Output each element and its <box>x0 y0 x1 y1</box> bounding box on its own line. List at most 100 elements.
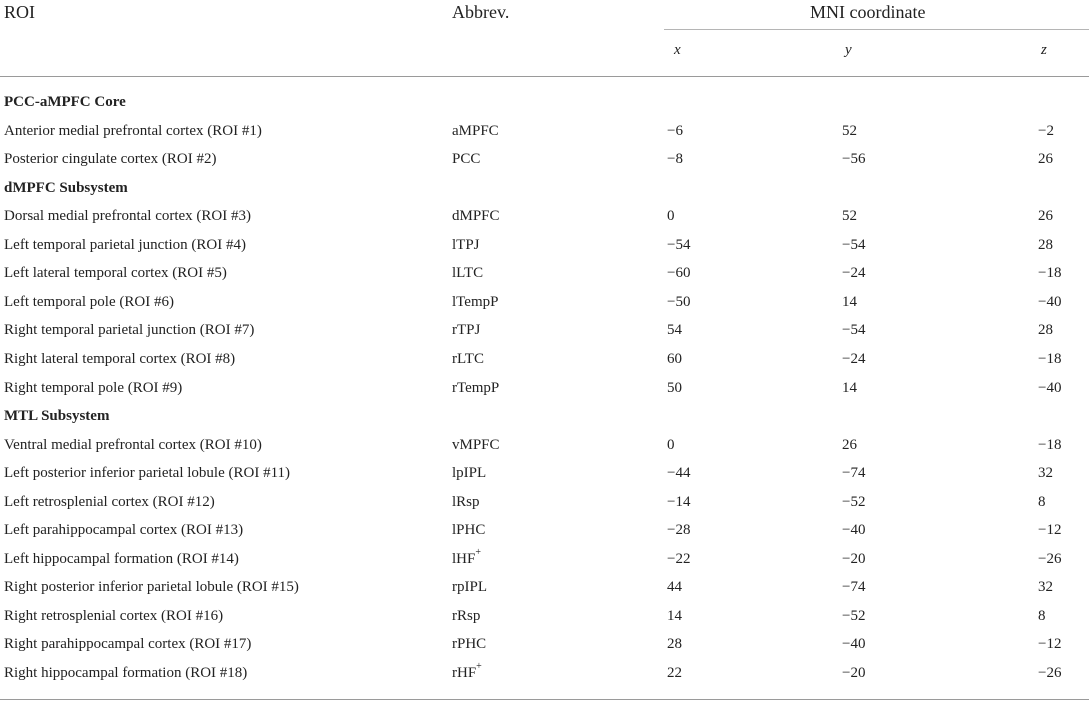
group-label: PCC-aMPFC Core <box>4 94 126 110</box>
table-row: Right posterior inferior parietal lobule… <box>0 573 1089 601</box>
cell-z: 8 <box>1038 607 1046 624</box>
cell-y: −54 <box>842 236 866 253</box>
group-label: MTL Subsystem <box>4 408 110 425</box>
cell-abbrev: rTPJ <box>452 316 480 344</box>
cell-x: −14 <box>667 493 691 510</box>
table-row: Posterior cingulate cortex (ROI #2) PCC −8… <box>0 145 1089 173</box>
cell-x: 22 <box>667 665 682 681</box>
cell-abbrev: dMPFC <box>452 202 500 230</box>
abbrev-text: rHF <box>452 665 477 681</box>
cell-roi: Posterior cingulate cortex (ROI #2) <box>4 151 217 168</box>
cell-y: −56 <box>842 151 866 168</box>
abbrev-text: PCC <box>452 151 481 168</box>
cell-z: 26 <box>1038 208 1053 225</box>
cell-z: 28 <box>1038 236 1053 253</box>
cell-y: −40 <box>842 522 866 539</box>
cell-x: 50 <box>667 379 682 396</box>
cell-y: −24 <box>842 265 866 282</box>
cell-x: −28 <box>667 522 691 539</box>
cell-x: −50 <box>667 293 691 310</box>
cell-abbrev: PCC <box>452 145 480 173</box>
table-row: Right hippocampal formation (ROI #18) rHF… <box>0 659 1089 687</box>
cell-x: 0 <box>667 208 675 225</box>
cell-z: −18 <box>1038 350 1062 367</box>
cell-roi: Left lateral temporal cortex (ROI #5) <box>4 265 227 282</box>
abbrev-text: lTPJ <box>452 236 480 253</box>
table-row: Left posterior inferior parietal lobule … <box>0 459 1089 487</box>
table-row: Right lateral temporal cortex (ROI #8) rL… <box>0 345 1089 373</box>
cell-y: 26 <box>842 436 857 453</box>
cell-x: −6 <box>667 122 683 139</box>
abbrev-superscript: + <box>475 546 481 558</box>
cell-abbrev: lTPJ <box>452 231 480 259</box>
table-row: Ventral medial prefrontal cortex (ROI #1… <box>0 431 1089 459</box>
cell-x: 44 <box>667 579 682 596</box>
cell-roi: Left posterior inferior parietal lobule … <box>4 465 291 482</box>
cell-y: −52 <box>842 493 866 510</box>
cell-abbrev: lpIPL <box>452 459 486 487</box>
cell-z: −40 <box>1038 293 1062 310</box>
cell-abbrev: aMPFC <box>452 117 499 145</box>
cell-y: −20 <box>842 665 866 681</box>
abbrev-text: rpIPL <box>452 579 487 596</box>
cell-abbrev: lLTC <box>452 259 483 287</box>
abbrev-text: rLTC <box>452 350 484 367</box>
cell-roi: Right retrosplenial cortex (ROI #16) <box>4 607 224 624</box>
cell-abbrev: rLTC <box>452 345 484 373</box>
cell-roi: Right hippocampal formation (ROI #18) <box>4 665 248 681</box>
cell-z: −26 <box>1038 665 1062 681</box>
abbrev-text: rPHC <box>452 636 487 653</box>
table-row: Dorsal medial prefrontal cortex (ROI #3)… <box>0 202 1089 230</box>
cell-roi: Anterior medial prefrontal cortex (ROI #… <box>4 122 262 139</box>
abbrev-text: lRsp <box>452 493 480 510</box>
cell-z: −40 <box>1038 379 1062 396</box>
cell-x: −44 <box>667 465 691 482</box>
cell-roi: Dorsal medial prefrontal cortex (ROI #3) <box>4 208 251 225</box>
cell-y: −52 <box>842 607 866 624</box>
cell-roi: Left retrosplenial cortex (ROI #12) <box>4 493 215 510</box>
abbrev-text: lLTC <box>452 265 484 282</box>
abbrev-superscript: + <box>476 661 482 672</box>
abbrev-text: aMPFC <box>452 122 499 139</box>
abbrev-text: rTPJ <box>452 322 481 339</box>
cell-x: 0 <box>667 436 675 453</box>
header-roi: ROI <box>4 2 35 22</box>
cell-z: −2 <box>1038 122 1054 139</box>
table-row: Right retrosplenial cortex (ROI #16) rRsp… <box>0 602 1089 630</box>
abbrev-text: rRsp <box>452 607 481 624</box>
cell-roi: Right posterior inferior parietal lobule… <box>4 579 299 596</box>
abbrev-text: lPHC <box>452 522 486 539</box>
cell-roi: Right temporal parietal junction (ROI #7… <box>4 322 255 339</box>
group-header-row: dMPFC Subsystem <box>0 174 1089 202</box>
cell-z: −12 <box>1038 522 1062 539</box>
cell-y: −40 <box>842 636 866 653</box>
cell-roi: Right lateral temporal cortex (ROI #8) <box>4 350 236 367</box>
cell-y: −54 <box>842 322 866 339</box>
cell-z: −18 <box>1038 265 1062 282</box>
cell-y: −20 <box>842 550 866 567</box>
table-row: Right parahippocampal cortex (ROI #17) rP… <box>0 630 1089 658</box>
table-row: Left temporal parietal junction (ROI #4)… <box>0 231 1089 259</box>
cell-z: −26 <box>1038 550 1062 567</box>
abbrev-text: lpIPL <box>452 465 487 482</box>
table-row: Left hippocampal formation (ROI #14) lHF+… <box>0 545 1089 573</box>
cell-z: 8 <box>1038 493 1046 510</box>
cell-abbrev: rpIPL <box>452 573 487 601</box>
header-x: x <box>674 42 681 58</box>
group-header-row: PCC-aMPFC Core <box>0 88 1089 116</box>
cell-roi: Right temporal pole (ROI #9) <box>4 379 183 396</box>
abbrev-text: dMPFC <box>452 208 500 225</box>
cell-roi: Left temporal pole (ROI #6) <box>4 293 174 310</box>
cell-x: −54 <box>667 236 691 253</box>
cell-x: 54 <box>667 322 682 339</box>
header-mni-coordinate: MNI coordinate <box>810 2 926 22</box>
header-rule <box>0 76 1089 77</box>
cell-z: 32 <box>1038 579 1053 596</box>
cell-y: 14 <box>842 379 857 396</box>
cell-x: 28 <box>667 636 682 653</box>
abbrev-text: lHF <box>452 550 476 567</box>
group-header-row: MTL Subsystem <box>0 402 1089 430</box>
header-abbrev: Abbrev. <box>452 2 510 22</box>
abbrev-text: lTempP <box>452 293 499 310</box>
bottom-rule <box>0 699 1089 700</box>
